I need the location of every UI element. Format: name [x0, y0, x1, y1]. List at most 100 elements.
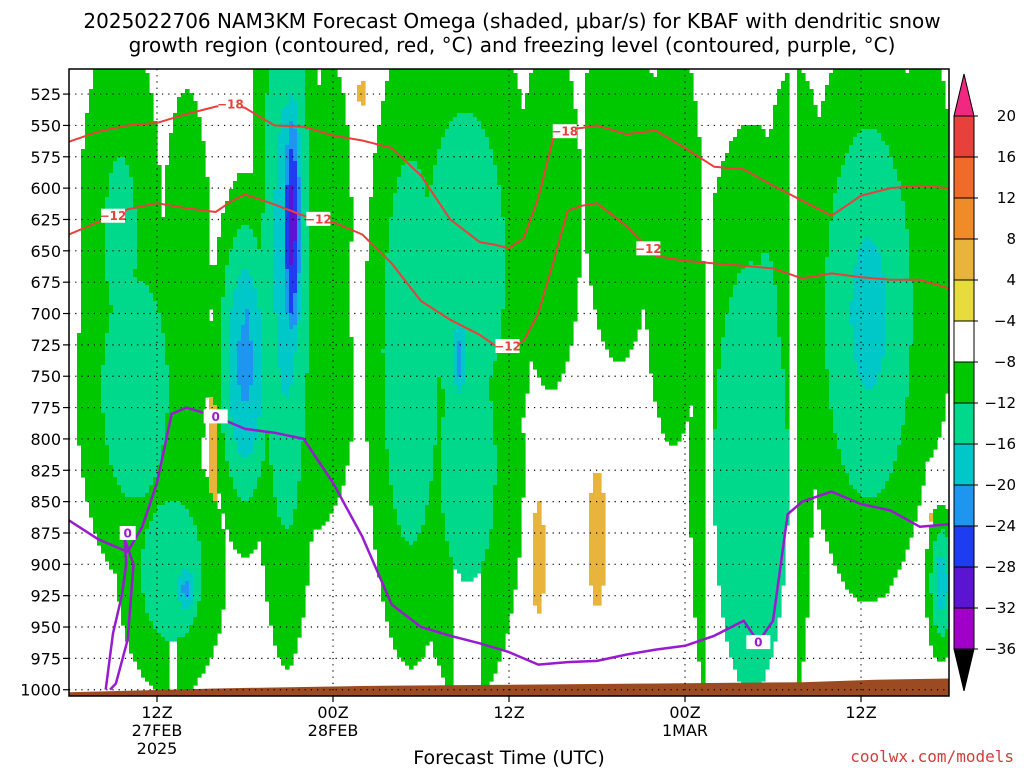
omega-cell — [833, 433, 838, 566]
omega-cell — [877, 69, 882, 134]
omega-cell — [133, 277, 138, 498]
omega-cell — [281, 525, 286, 666]
omega-cell — [385, 449, 390, 622]
omega-cell — [833, 69, 838, 194]
omega-cell — [713, 193, 718, 430]
omega-cell — [165, 413, 170, 502]
omega-cell — [289, 525, 294, 666]
freezing-level-label: 0 — [754, 636, 762, 650]
omega-cell — [253, 441, 258, 490]
omega-cell — [205, 477, 210, 666]
omega-cell — [449, 121, 454, 558]
y-tick-label: 700 — [30, 305, 61, 324]
isotherm-minus12-label: −12 — [494, 340, 521, 354]
omega-cell — [293, 325, 298, 354]
omega-cell — [221, 529, 226, 610]
omega-cell — [405, 69, 410, 162]
omega-cell — [757, 265, 762, 686]
omega-cell — [869, 69, 874, 130]
isotherm-minus12-label: −12 — [100, 209, 127, 223]
omega-cell — [929, 573, 934, 594]
omega-cell — [93, 69, 98, 534]
omega-cell — [145, 529, 150, 614]
omega-cell — [637, 69, 642, 330]
terrain-fill — [69, 678, 949, 696]
omega-cell — [269, 465, 274, 626]
omega-cell — [873, 69, 878, 130]
omega-cell — [885, 145, 890, 482]
isotherm-minus12-label-bg — [495, 339, 520, 354]
omega-cell — [425, 69, 430, 198]
omega-cell — [325, 69, 330, 522]
omega-cell — [245, 225, 250, 270]
omega-cell — [633, 69, 638, 342]
y-tick-label: 825 — [30, 461, 61, 480]
omega-cell — [217, 509, 222, 634]
colorbar-label: 4 — [1006, 271, 1016, 289]
isotherm-minus12-label-bg — [101, 208, 125, 223]
omega-cell — [257, 249, 262, 310]
omega-cell — [185, 581, 190, 598]
omega-cell — [461, 69, 466, 114]
omega-cell — [233, 289, 238, 442]
omega-cell — [933, 625, 938, 658]
omega-cell — [753, 265, 758, 690]
omega-cell — [157, 465, 162, 506]
plot-area: −18 −18 −12 −12 −12 −12 0 0 0 — [69, 69, 949, 696]
freezing-level-label: 0 — [123, 526, 131, 540]
omega-cell — [881, 273, 886, 358]
colorbar-label: −24 — [984, 517, 1016, 535]
omega-cell — [849, 145, 854, 302]
omega-cell — [185, 597, 190, 610]
omega-cell — [209, 493, 214, 658]
omega-cell — [457, 341, 462, 378]
colorbar-label: 16 — [997, 148, 1016, 166]
omega-cell — [841, 165, 846, 466]
omega-cell — [257, 69, 262, 250]
omega-cell — [457, 113, 462, 326]
y-tick-label: 625 — [30, 210, 61, 229]
omega-cell — [577, 149, 582, 278]
omega-cell — [905, 73, 910, 230]
omega-cell — [761, 253, 766, 682]
omega-cell — [929, 593, 934, 646]
omega-cell — [241, 325, 246, 402]
omega-cell — [445, 129, 450, 542]
omega-cell — [225, 201, 230, 266]
omega-cell — [853, 489, 858, 598]
omega-cell — [181, 93, 186, 506]
omega-cell — [249, 385, 254, 454]
omega-cell — [233, 181, 238, 238]
omega-cell — [937, 557, 942, 610]
omega-cell — [297, 273, 302, 322]
omega-cell — [157, 633, 162, 694]
omega-cell — [317, 85, 322, 530]
omega-cell — [733, 285, 738, 670]
omega-cell — [773, 105, 778, 286]
omega-cell — [417, 169, 422, 534]
omega-cell — [785, 429, 790, 526]
omega-shading — [77, 69, 949, 694]
omega-cell — [285, 185, 290, 270]
omega-cell — [825, 369, 830, 542]
omega-cell — [273, 497, 278, 646]
omega-cell — [853, 69, 858, 138]
terrain-shape — [69, 678, 949, 696]
omega-cell — [845, 473, 850, 590]
omega-cell — [873, 385, 878, 498]
omega-cell — [245, 457, 250, 502]
omega-cell — [629, 69, 634, 350]
omega-cell — [497, 69, 502, 186]
omega-cell — [245, 501, 250, 558]
omega-cell — [617, 69, 622, 362]
omega-cell — [669, 69, 674, 446]
omega-cell — [237, 453, 242, 498]
omega-cell — [105, 333, 110, 446]
omega-cell — [881, 69, 886, 142]
omega-cell — [769, 129, 774, 262]
omega-cell — [477, 69, 482, 122]
omega-cell — [153, 513, 158, 630]
omega-cell — [105, 197, 110, 282]
omega-cell — [889, 157, 894, 474]
